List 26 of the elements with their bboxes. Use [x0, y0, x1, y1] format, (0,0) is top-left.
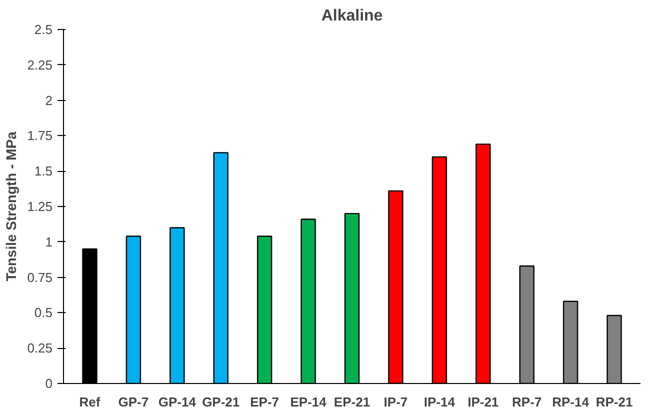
x-tick-label: RP-7	[512, 394, 542, 410]
x-tick-label: IP-21	[468, 394, 499, 410]
x-tick-label: GP-21	[202, 394, 240, 410]
y-tick-label: 1.5	[34, 164, 53, 179]
x-tick-label: GP-14	[158, 394, 197, 410]
y-tick-label: 0.5	[34, 305, 53, 320]
chart-title: Alkaline	[321, 8, 383, 24]
y-tick-label: 0.75	[27, 270, 53, 285]
x-tick-label: RP-21	[596, 394, 633, 410]
y-tick-label: 2	[45, 92, 53, 108]
x-tick-label: EP-14	[290, 394, 328, 410]
x-tick-label: Ref	[79, 394, 101, 410]
x-tick-label: IP-7	[384, 394, 408, 410]
x-tick-label: GP-7	[118, 394, 149, 410]
y-tick-label: 2.5	[34, 22, 53, 37]
x-tick-label: EP-7	[250, 394, 280, 410]
y-axis-title: Tensile Strength - MPa	[3, 131, 20, 282]
x-tick-label: IP-14	[424, 394, 456, 410]
x-tick-label: RP-14	[552, 394, 590, 410]
x-tick-label: EP-21	[334, 394, 370, 410]
y-tick-label: 1.75	[27, 128, 53, 144]
y-tick-label: 1	[45, 234, 53, 250]
y-tick-label: 2.25	[27, 57, 53, 72]
y-tick-label: 1.25	[27, 199, 53, 214]
y-tick-label: 0.25	[27, 340, 53, 356]
y-tick-label: 0	[45, 376, 53, 391]
